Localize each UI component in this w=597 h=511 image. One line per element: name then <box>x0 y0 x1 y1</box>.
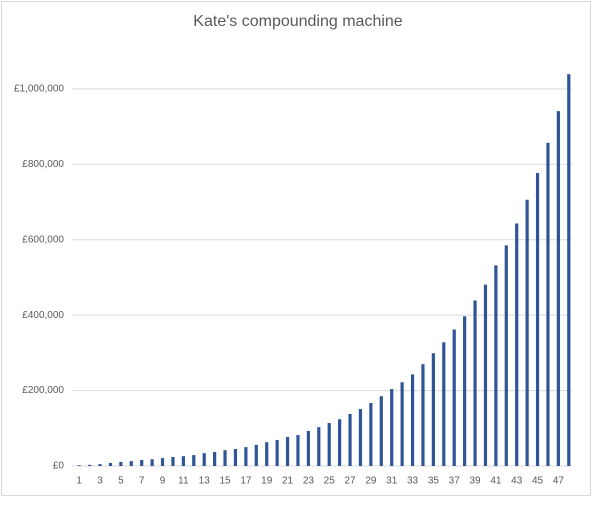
bar <box>494 265 498 466</box>
bar <box>202 453 206 466</box>
bar <box>119 461 123 466</box>
bar <box>306 430 310 466</box>
bar <box>379 396 383 466</box>
y-tick-label: £200,000 <box>22 385 64 396</box>
bar <box>150 459 154 466</box>
bar <box>327 423 331 466</box>
bar <box>369 403 373 466</box>
bar <box>181 456 185 466</box>
bar <box>442 342 446 466</box>
x-tick-label: 43 <box>511 476 523 487</box>
x-tick-label: 13 <box>199 476 211 487</box>
bar <box>421 364 425 466</box>
bar <box>535 172 540 466</box>
x-tick-label: 25 <box>324 476 336 487</box>
chart-border <box>1 1 591 496</box>
x-tick-label: 45 <box>532 476 544 487</box>
x-tick-label: 31 <box>386 476 398 487</box>
x-tick-label: 5 <box>118 476 124 487</box>
x-tick-label: 35 <box>428 476 440 487</box>
x-tick-label: 17 <box>240 476 252 487</box>
bar <box>546 142 550 466</box>
x-tick-label: 27 <box>344 476 356 487</box>
x-tick-label: 39 <box>469 476 481 487</box>
bar <box>244 447 248 466</box>
bar <box>483 284 488 466</box>
x-tick-label: 21 <box>282 476 294 487</box>
bar <box>348 413 352 466</box>
x-tick-label: 29 <box>365 476 377 487</box>
x-tick-label: 3 <box>97 476 103 487</box>
x-tick-label: 1 <box>76 476 82 487</box>
x-tick-label: 7 <box>139 476 145 487</box>
x-tick-label: 11 <box>178 476 189 487</box>
bar <box>431 353 435 466</box>
x-tick-label: 19 <box>261 476 273 487</box>
bar <box>140 459 144 466</box>
bar <box>160 458 165 466</box>
x-tick-label: 41 <box>490 476 502 487</box>
x-tick-label: 47 <box>553 476 565 487</box>
bar <box>285 436 290 466</box>
bar <box>129 461 133 466</box>
bar <box>77 465 81 466</box>
bar <box>463 316 467 466</box>
bar <box>108 462 113 466</box>
bar <box>338 419 342 466</box>
bar <box>515 223 519 466</box>
bar <box>275 439 279 466</box>
y-tick-label: £800,000 <box>22 159 64 170</box>
bar <box>98 464 102 466</box>
x-tick-label: 33 <box>407 476 419 487</box>
x-tick-label: 23 <box>303 476 315 487</box>
chart-title: Kate's compounding machine <box>193 13 403 30</box>
y-tick-label: £0 <box>53 461 65 472</box>
bar <box>400 382 404 466</box>
bar <box>410 374 415 466</box>
bar <box>504 245 508 466</box>
bar <box>233 449 238 466</box>
x-tick-label: 9 <box>160 476 166 487</box>
bar <box>192 455 196 466</box>
bar <box>317 427 321 466</box>
bar <box>171 456 175 466</box>
bar <box>358 409 363 466</box>
bar <box>525 199 529 467</box>
bar <box>254 444 258 466</box>
x-tick-label: 37 <box>449 476 461 487</box>
y-tick-label: £400,000 <box>22 310 64 321</box>
bar <box>556 111 560 466</box>
y-tick-label: £1,000,000 <box>14 83 64 94</box>
bar <box>296 435 300 466</box>
y-tick-label: £600,000 <box>22 234 64 245</box>
bar <box>223 450 227 466</box>
bar <box>567 74 571 467</box>
x-tick-label: 15 <box>219 476 231 487</box>
bar <box>265 442 269 466</box>
bar <box>390 389 394 466</box>
bar <box>452 329 456 466</box>
bar <box>88 464 92 466</box>
bar <box>213 452 217 466</box>
bar <box>473 300 477 466</box>
